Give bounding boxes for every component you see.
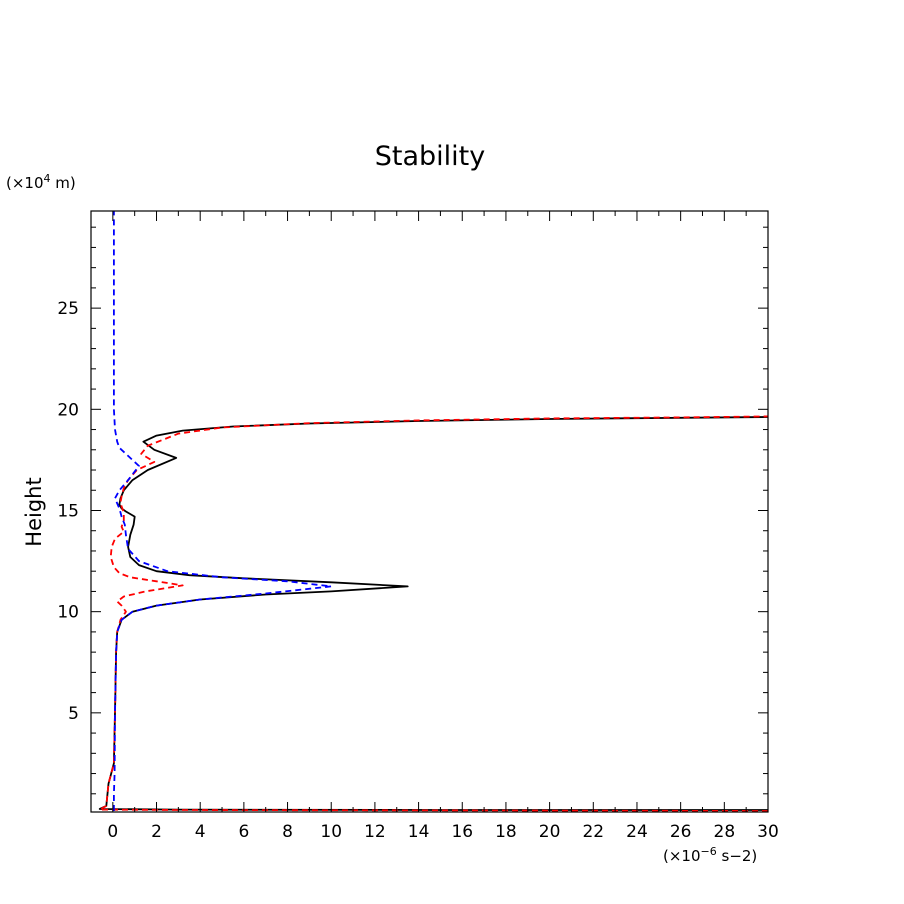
y-unit-label: (×104 m) xyxy=(6,172,76,193)
chart-title: Stability xyxy=(375,141,486,172)
x-tick-label: 26 xyxy=(670,822,692,842)
x-tick-label: 28 xyxy=(714,822,736,842)
series-layer xyxy=(98,211,768,812)
x-tick-label: 0 xyxy=(107,822,118,842)
x-tick-label: 18 xyxy=(495,822,517,842)
x-tick-label: 24 xyxy=(626,822,648,842)
x-tick-label: 30 xyxy=(757,822,779,842)
y-tick-label: 5 xyxy=(68,704,79,724)
y-tick-label: 15 xyxy=(57,501,79,521)
x-tick-label: 12 xyxy=(364,822,386,842)
y-axis-label: Height xyxy=(22,477,46,546)
y-tick-label: 10 xyxy=(57,603,79,623)
x-tick-label: 20 xyxy=(539,822,561,842)
x-tick-label: 10 xyxy=(320,822,342,842)
x-tick-label: 14 xyxy=(408,822,430,842)
x-tick-label: 2 xyxy=(151,822,162,842)
x-tick-label: 6 xyxy=(238,822,249,842)
plot-frame xyxy=(90,210,769,813)
series-red-dashed xyxy=(98,415,768,812)
series-blue-dashed xyxy=(113,211,333,811)
x-unit-label: (×10−6 s−2) xyxy=(663,845,757,866)
y-tick-label: 20 xyxy=(57,400,79,420)
x-tick-label: 22 xyxy=(582,822,604,842)
x-tick-label: 8 xyxy=(282,822,293,842)
x-tick-label: 4 xyxy=(195,822,206,842)
x-tick-label: 16 xyxy=(451,822,473,842)
y-tick-label: 25 xyxy=(57,299,79,319)
series-black-solid xyxy=(98,416,768,811)
